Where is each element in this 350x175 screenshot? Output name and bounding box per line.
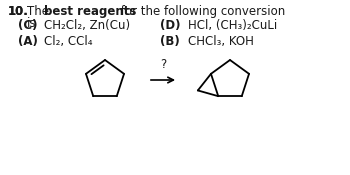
Text: (C): (C) [18, 19, 37, 32]
Text: The: The [27, 5, 53, 18]
Text: CH₂Cl₂, Zn(Cu): CH₂Cl₂, Zn(Cu) [44, 19, 130, 32]
Text: 10.: 10. [8, 5, 29, 18]
Text: HCl, (CH₃)₂CuLi: HCl, (CH₃)₂CuLi [188, 19, 277, 32]
Text: (B): (B) [160, 35, 180, 48]
Text: (A): (A) [18, 35, 38, 48]
Text: 10.: 10. [8, 5, 29, 18]
Text: best reagents: best reagents [44, 5, 136, 18]
Text: (D): (D) [160, 19, 181, 32]
Text: is: is [27, 17, 36, 30]
Text: Cl₂, CCl₄: Cl₂, CCl₄ [44, 35, 92, 48]
Text: for the following conversion: for the following conversion [117, 5, 285, 18]
Text: CHCl₃, KOH: CHCl₃, KOH [188, 35, 254, 48]
Text: ?: ? [160, 58, 166, 71]
